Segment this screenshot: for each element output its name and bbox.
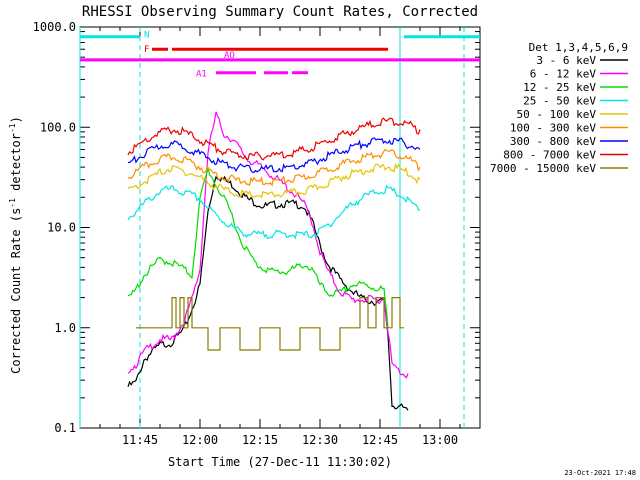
y-axis-label-end: ) (9, 116, 23, 123)
y-tick-label: 100.0 (40, 120, 76, 134)
y-tick-label: 10.0 (47, 221, 76, 235)
y-axis-label-sup2: -1 (8, 123, 17, 133)
x-tick-label: 12:30 (302, 433, 338, 447)
flag-bar-label: A1 (196, 70, 207, 80)
x-tick-label: 12:15 (242, 433, 278, 447)
x-axis-label: Start Time (27-Dec-11 11:30:02) (168, 455, 392, 469)
timestamp: 23-Oct-2021 17:48 (564, 469, 636, 477)
chart-title: RHESSI Observing Summary Count Rates, Co… (82, 4, 478, 20)
x-tick-label: 12:45 (362, 433, 398, 447)
y-axis-label: Corrected Count Rate (s-1 detector-1) (8, 116, 23, 374)
flag-bar-label: N (144, 31, 149, 41)
legend-label: 50 - 100 keV (517, 108, 597, 121)
y-axis-label-sup1: -1 (8, 198, 17, 208)
series-line (127, 163, 421, 199)
legend-label: 12 - 25 keV (523, 81, 596, 94)
series-line (127, 184, 421, 240)
legend-title: Det 1,3,4,5,6,9 (529, 41, 628, 54)
series-line (127, 111, 409, 379)
series-line (127, 137, 421, 174)
series-line (127, 167, 389, 328)
x-tick-label: 12:00 (182, 433, 218, 447)
series-line (127, 117, 421, 161)
y-axis-label-main: Corrected Count Rate (s (9, 208, 23, 374)
x-tick-label: 11:45 (122, 433, 158, 447)
y-tick-label: 0.1 (54, 421, 76, 435)
series-line (127, 148, 421, 187)
y-axis-label-mid: detector (9, 133, 23, 198)
series-line (136, 297, 404, 351)
plot-area: 0.1 1.0 10.0 100.0 1000.0 11:45 12:00 12:15 12:3… (33, 20, 481, 447)
legend-label: 25 - 50 keV (523, 95, 596, 108)
series-line (127, 175, 409, 411)
legend-label: 800 - 7000 keV (503, 149, 596, 162)
y-tick-label: 1000.0 (33, 20, 76, 34)
x-tick-label: 13:00 (422, 433, 458, 447)
legend-label: 6 - 12 keV (530, 68, 597, 81)
legend-label: 100 - 300 keV (510, 122, 596, 135)
legend-label: 7000 - 15000 keV (490, 162, 596, 175)
flag-bar-label: F (144, 45, 149, 55)
legend-label: 3 - 6 keV (536, 54, 596, 67)
flag-bar-label: AO (224, 51, 235, 61)
legend-label: 300 - 800 keV (510, 135, 596, 148)
y-tick-label: 1.0 (54, 321, 76, 335)
